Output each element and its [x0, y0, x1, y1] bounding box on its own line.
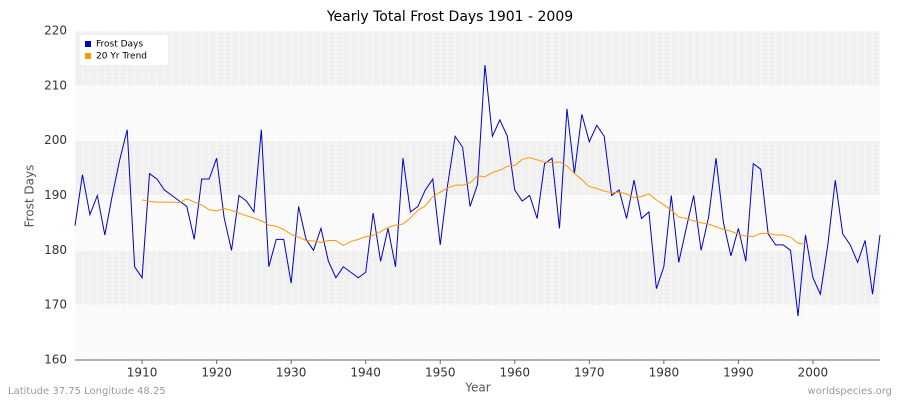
series-line	[74, 64, 881, 317]
y-tick-label: 190	[44, 188, 67, 202]
x-axis-label: Year	[464, 381, 490, 395]
legend-swatch	[85, 41, 91, 47]
legend-swatch	[85, 53, 91, 59]
x-tick-label: 1970	[574, 366, 605, 380]
series-line	[141, 157, 806, 246]
legend-label: 20 Yr Trend	[96, 52, 147, 62]
legend-label: Frost Days	[96, 40, 143, 50]
y-tick-label: 200	[44, 133, 67, 147]
y-tick-label: 160	[44, 353, 67, 367]
x-tick-label: 1910	[127, 366, 158, 380]
x-tick-label: 1940	[350, 366, 381, 380]
y-tick-label: 220	[44, 24, 67, 38]
footer-left: Latitude 37.75 Longitude 48.25	[8, 386, 166, 397]
x-tick-label: 1950	[425, 366, 456, 380]
legend-box	[80, 35, 168, 65]
chart-title: Yearly Total Frost Days 1901 - 2009	[326, 9, 573, 25]
x-tick-label: 1980	[649, 366, 680, 380]
x-tick-label: 1960	[499, 366, 530, 380]
y-tick-label: 180	[44, 243, 67, 257]
y-tick-label: 170	[44, 298, 67, 312]
y-tick-label: 210	[44, 78, 67, 92]
footer-right: worldspecies.org	[808, 386, 892, 397]
y-axis-label: Frost Days	[23, 165, 37, 228]
x-tick-label: 2000	[798, 366, 829, 380]
legend: Frost Days 20 Yr Trend	[80, 35, 168, 65]
x-tick-label: 1920	[201, 366, 232, 380]
x-tick-label: 1990	[723, 366, 754, 380]
x-tick-label: 1930	[276, 366, 307, 380]
